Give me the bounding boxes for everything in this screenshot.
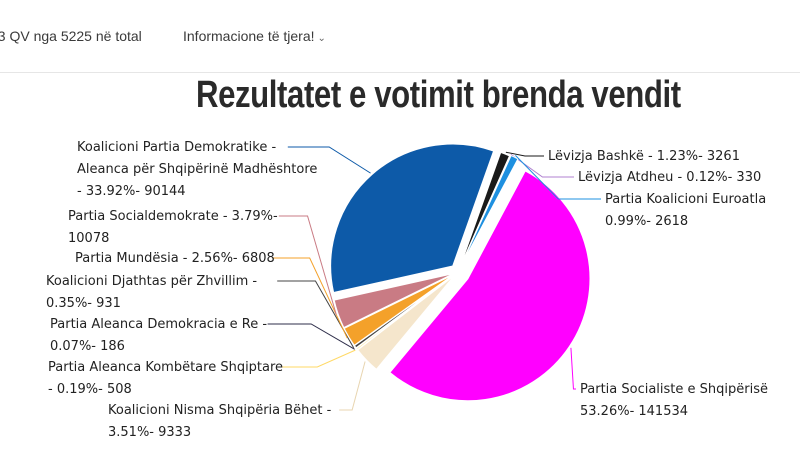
pie-slice: [333, 273, 454, 329]
pie-slice: [389, 170, 591, 402]
slice-label: Koalicioni Djathtas për Zhvillim -0.35%-…: [46, 274, 257, 311]
pie-slice: [343, 274, 454, 346]
polling-stations-count: 83 QV nga 5225 në total: [0, 28, 142, 44]
more-info-menu[interactable]: Informacione të tjera! ⌄: [183, 28, 326, 44]
label-connector: [339, 361, 366, 411]
slice-label: Partia Koalicioni Euroatla 0.99%- 2618: [605, 192, 766, 229]
chevron-down-icon: ⌄: [317, 33, 326, 44]
label-connector: [267, 323, 355, 350]
slice-label: Partia Mundësia - 2.56%- 6808: [75, 251, 275, 266]
label-connector: [515, 155, 601, 200]
slice-label: Lëvizja Bashkë - 1.23%- 3261: [548, 149, 740, 164]
label-connector: [272, 257, 348, 339]
slice-label: Partia Socialdemokrate - 3.79%-10078: [68, 209, 278, 246]
slice-label: Partia Aleanca Kombëtare Shqiptare - 0.19…: [48, 360, 283, 397]
label-connector: [570, 347, 576, 390]
slice-label: Partia Aleanca Demokracia e Re -0.07%- 1…: [50, 317, 267, 354]
label-connector: [505, 151, 544, 157]
pie-slice: [330, 143, 495, 294]
label-connector: [287, 146, 371, 174]
label-connector: [278, 215, 337, 315]
slice-label: Partia Socialiste e Shqipërisë 53.26%- 14…: [580, 382, 768, 419]
top-bar: 83 QV nga 5225 në total Informacione të …: [0, 0, 800, 73]
slice-label: Koalicioni Nisma Shqipëria Bëhet -3.51%-…: [108, 403, 332, 440]
pie-slice: [460, 154, 519, 267]
label-connector: [279, 349, 356, 368]
chart-title: Rezultatet e votimit brenda vendit: [196, 74, 681, 116]
slice-label: Lëvizja Atdheu - 0.12%- 330: [578, 170, 761, 185]
more-info-label: Informacione të tjera!: [183, 28, 315, 44]
slice-label: Koalicioni Partia Demokratike -Aleanca p…: [77, 140, 317, 199]
pie-slice: [357, 275, 455, 370]
